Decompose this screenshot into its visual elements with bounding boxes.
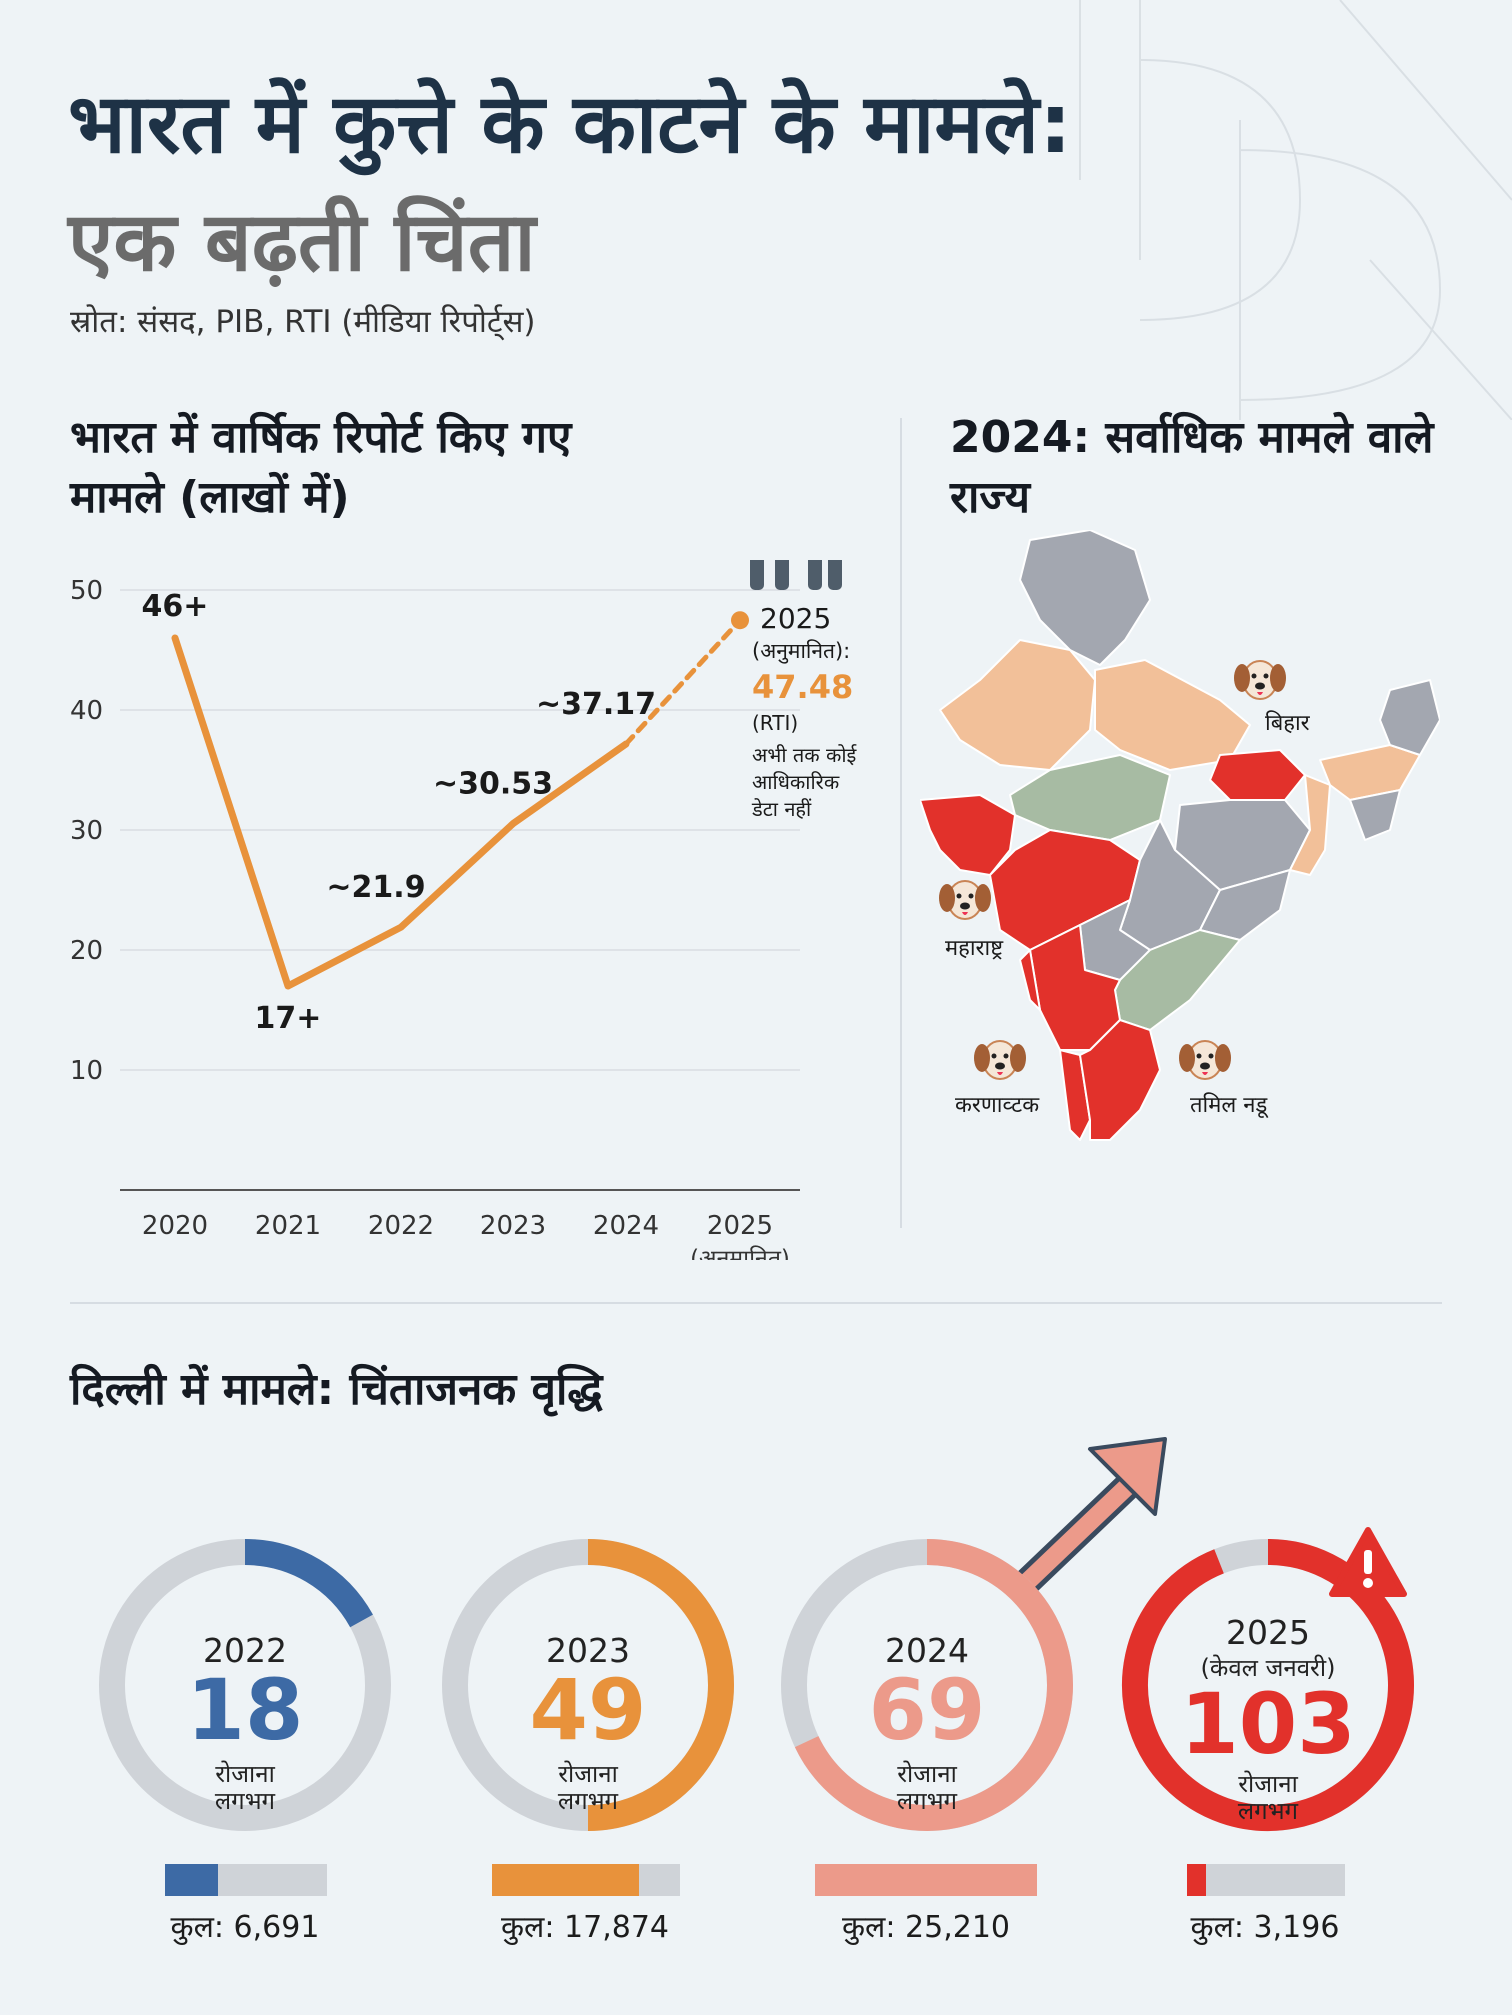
- data-label: 46+: [142, 589, 209, 624]
- annotation-year: 2025: [760, 602, 831, 635]
- donut-2025: 2025 (केवल जनवरी) 103 रोजाना लगभग: [1118, 1535, 1418, 1835]
- donut-2023: 2023 49 रोजाना लगभग: [438, 1535, 738, 1835]
- y-tick-label: 40: [70, 696, 103, 726]
- donut-2022: 2022 18 रोजाना लगभग: [95, 1535, 395, 1835]
- donut-value: 18: [186, 1661, 304, 1759]
- donut-2024: 2024 69 रोजाना लगभग: [777, 1535, 1077, 1835]
- line-chart-title: भारत में वार्षिक रिपोर्ट किए गए मामले (ल…: [70, 412, 572, 523]
- state-label: बिहार: [1265, 710, 1311, 736]
- donut-arc: [587, 1539, 734, 1831]
- annotation-caption: आधिकारिक: [752, 770, 840, 794]
- annotation-value: 47.48: [752, 668, 853, 706]
- dog-face-icon: [1179, 1040, 1231, 1080]
- y-tick-label: 20: [70, 936, 103, 966]
- donut-subtitle: (केवल जनवरी): [1200, 1654, 1336, 1682]
- state-label: तमिल नडू: [1190, 1092, 1268, 1119]
- annotation-caption: अभी तक कोई: [752, 743, 858, 767]
- x-tick-label: 2021: [255, 1211, 321, 1241]
- x-tick-label: 2022: [368, 1211, 434, 1241]
- section-divider: [70, 1302, 1442, 1304]
- source-text: स्रोत: संसद, PIB, RTI (मीडिया रिपोर्ट्स): [70, 304, 536, 340]
- donut-unit: रोजाना लगभग: [1237, 1770, 1299, 1825]
- donut-arc: [244, 1539, 373, 1628]
- total-bar-2023: [492, 1864, 680, 1896]
- total-2025: कुल: 3,196: [1190, 1910, 1340, 1945]
- projection-annotation: 2025 (अनुमानित): 47.48 (RTI) अभी तक कोई आधिका…: [751, 602, 858, 821]
- map-region-karnataka: [1029, 924, 1121, 1051]
- map-region-tamil-nadu: [1079, 1019, 1161, 1141]
- annotation-source: (RTI): [752, 711, 798, 735]
- total-bar-fill: [165, 1864, 219, 1896]
- map-region-northeast-2: [1379, 679, 1440, 756]
- main-title-part2: एक बढ़ती चिंता: [68, 195, 536, 290]
- x-tick-label: 2025: [707, 1211, 773, 1241]
- donut-year: 2022: [203, 1631, 287, 1670]
- y-tick-label: 30: [70, 816, 103, 846]
- map-title: 2024: सर्वाधिक मामले वाले राज्य: [950, 412, 1434, 523]
- annotation-note: (अनुमानित):: [752, 639, 850, 664]
- total-2023: कुल: 17,874: [501, 1910, 669, 1945]
- data-label: 17+: [255, 1001, 322, 1036]
- x-tick-label: 2020: [142, 1211, 208, 1241]
- donut-unit: रोजाना लगभग: [557, 1760, 619, 1815]
- delhi-section-title: दिल्ली में मामले: चिंताजनक वृद्धि: [70, 1364, 603, 1415]
- india-map: बिहार महाराष्ट्र करणाव्टक तमिल नडू: [920, 530, 1440, 1141]
- y-tick-label: 10: [70, 1056, 103, 1086]
- donut-arc: [794, 1539, 1073, 1831]
- map-region-north: [1019, 530, 1151, 666]
- main-title: भारत में कुत्ते के काटने के मामले: एक बढ…: [68, 66, 1072, 302]
- projected-point: [731, 611, 749, 630]
- rising-arrow-icon: [1011, 1437, 1167, 1594]
- total-bar-fill: [815, 1864, 1037, 1896]
- map-region-northwest: [939, 639, 1096, 771]
- map-region-odisha: [1199, 869, 1291, 941]
- donut-year: 2025: [1226, 1613, 1310, 1652]
- donut-unit: रोजाना लगभग: [214, 1760, 276, 1815]
- column-divider: [900, 418, 902, 1228]
- donut-year: 2023: [546, 1631, 630, 1670]
- x-tick-label: 2023: [480, 1211, 546, 1241]
- data-label: ~21.9: [326, 870, 425, 905]
- total-bar-2022: [165, 1864, 327, 1896]
- map-region-northeast-3: [1349, 789, 1401, 841]
- map-region-bihar: [1209, 749, 1306, 801]
- y-tick-label: 50: [70, 576, 103, 606]
- donut-value: 49: [529, 1661, 647, 1759]
- background-decoration: [1079, 0, 1512, 420]
- donut-arc: [1122, 1539, 1414, 1831]
- total-2024: कुल: 25,210: [842, 1910, 1010, 1945]
- state-label: महाराष्ट्र: [945, 936, 1004, 961]
- dog-face-icon: [939, 880, 991, 920]
- donut-unit: रोजाना लगभग: [896, 1760, 958, 1815]
- dog-face-icon: [1234, 660, 1286, 700]
- total-bar-fill: [1187, 1864, 1206, 1896]
- state-label: करणाव्टक: [955, 1093, 1040, 1118]
- total-bar-fill: [492, 1864, 639, 1896]
- dog-face-icon: [974, 1040, 1026, 1080]
- data-label: ~30.53: [433, 767, 553, 802]
- x-tick-label: 2024: [593, 1211, 659, 1241]
- map-region-goa: [1019, 949, 1041, 1011]
- x-tick-sublabel: (अनुमानित): [690, 1245, 790, 1260]
- annotation-caption: डेटा नहीं: [751, 797, 812, 821]
- map-region-northeast: [1319, 744, 1421, 801]
- data-label: ~37.17: [536, 687, 656, 722]
- line-series-projected: [623, 617, 743, 747]
- main-title-part1: भारत में कुत्ते के काटने के मामले:: [68, 77, 1072, 172]
- line-series-actual: [171, 634, 630, 990]
- line-chart: 10 20 30 40 50 2020 2021 2022 2023 2024 2025 (अनुम…: [70, 560, 858, 1260]
- warning-icon: [1329, 1527, 1407, 1597]
- total-bar-2024: [815, 1864, 1037, 1896]
- confused-dog-icon: ?: [750, 560, 842, 590]
- total-2022: कुल: 6,691: [170, 1910, 320, 1945]
- total-bar-2025: [1187, 1864, 1345, 1896]
- donut-value: 103: [1180, 1675, 1356, 1773]
- donut-year: 2024: [885, 1631, 969, 1670]
- donut-value: 69: [868, 1661, 986, 1759]
